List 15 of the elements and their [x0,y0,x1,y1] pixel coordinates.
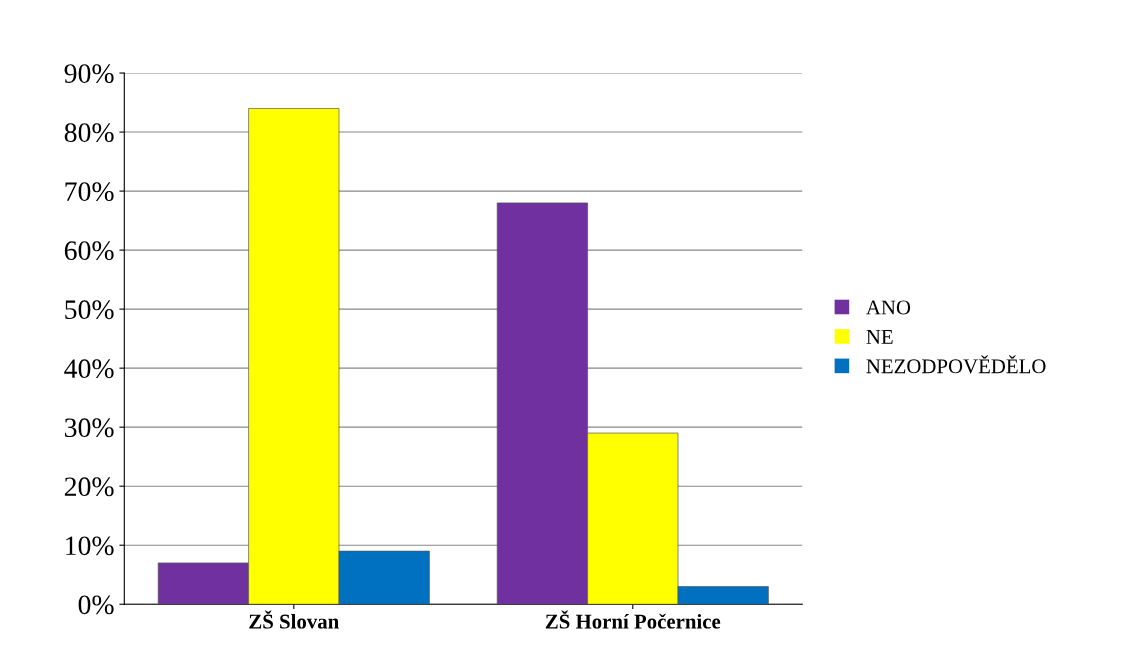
y-tick-label: 60% [64,241,114,261]
y-tick-label: 50% [65,300,114,320]
y-tick-label: 90% [64,64,114,84]
legend-label: NE [866,330,893,344]
y-tick-label: 20% [64,477,114,497]
y-tick-label: 0% [78,595,114,615]
y-tick-label: 80% [64,123,114,143]
y-tick-label: 70% [65,182,114,202]
y-tick-label: 10% [66,536,114,556]
x-tick-label: ZŠ Slovan [249,610,339,629]
legend-label: NEZODPOVĚDĚLO [866,355,1046,374]
y-tick-label: 40% [64,359,114,379]
legend-label: ANO [866,300,911,315]
y-tick-label: 30% [64,418,114,438]
x-tick-label: ZŠ Horní Počernice [545,610,721,629]
